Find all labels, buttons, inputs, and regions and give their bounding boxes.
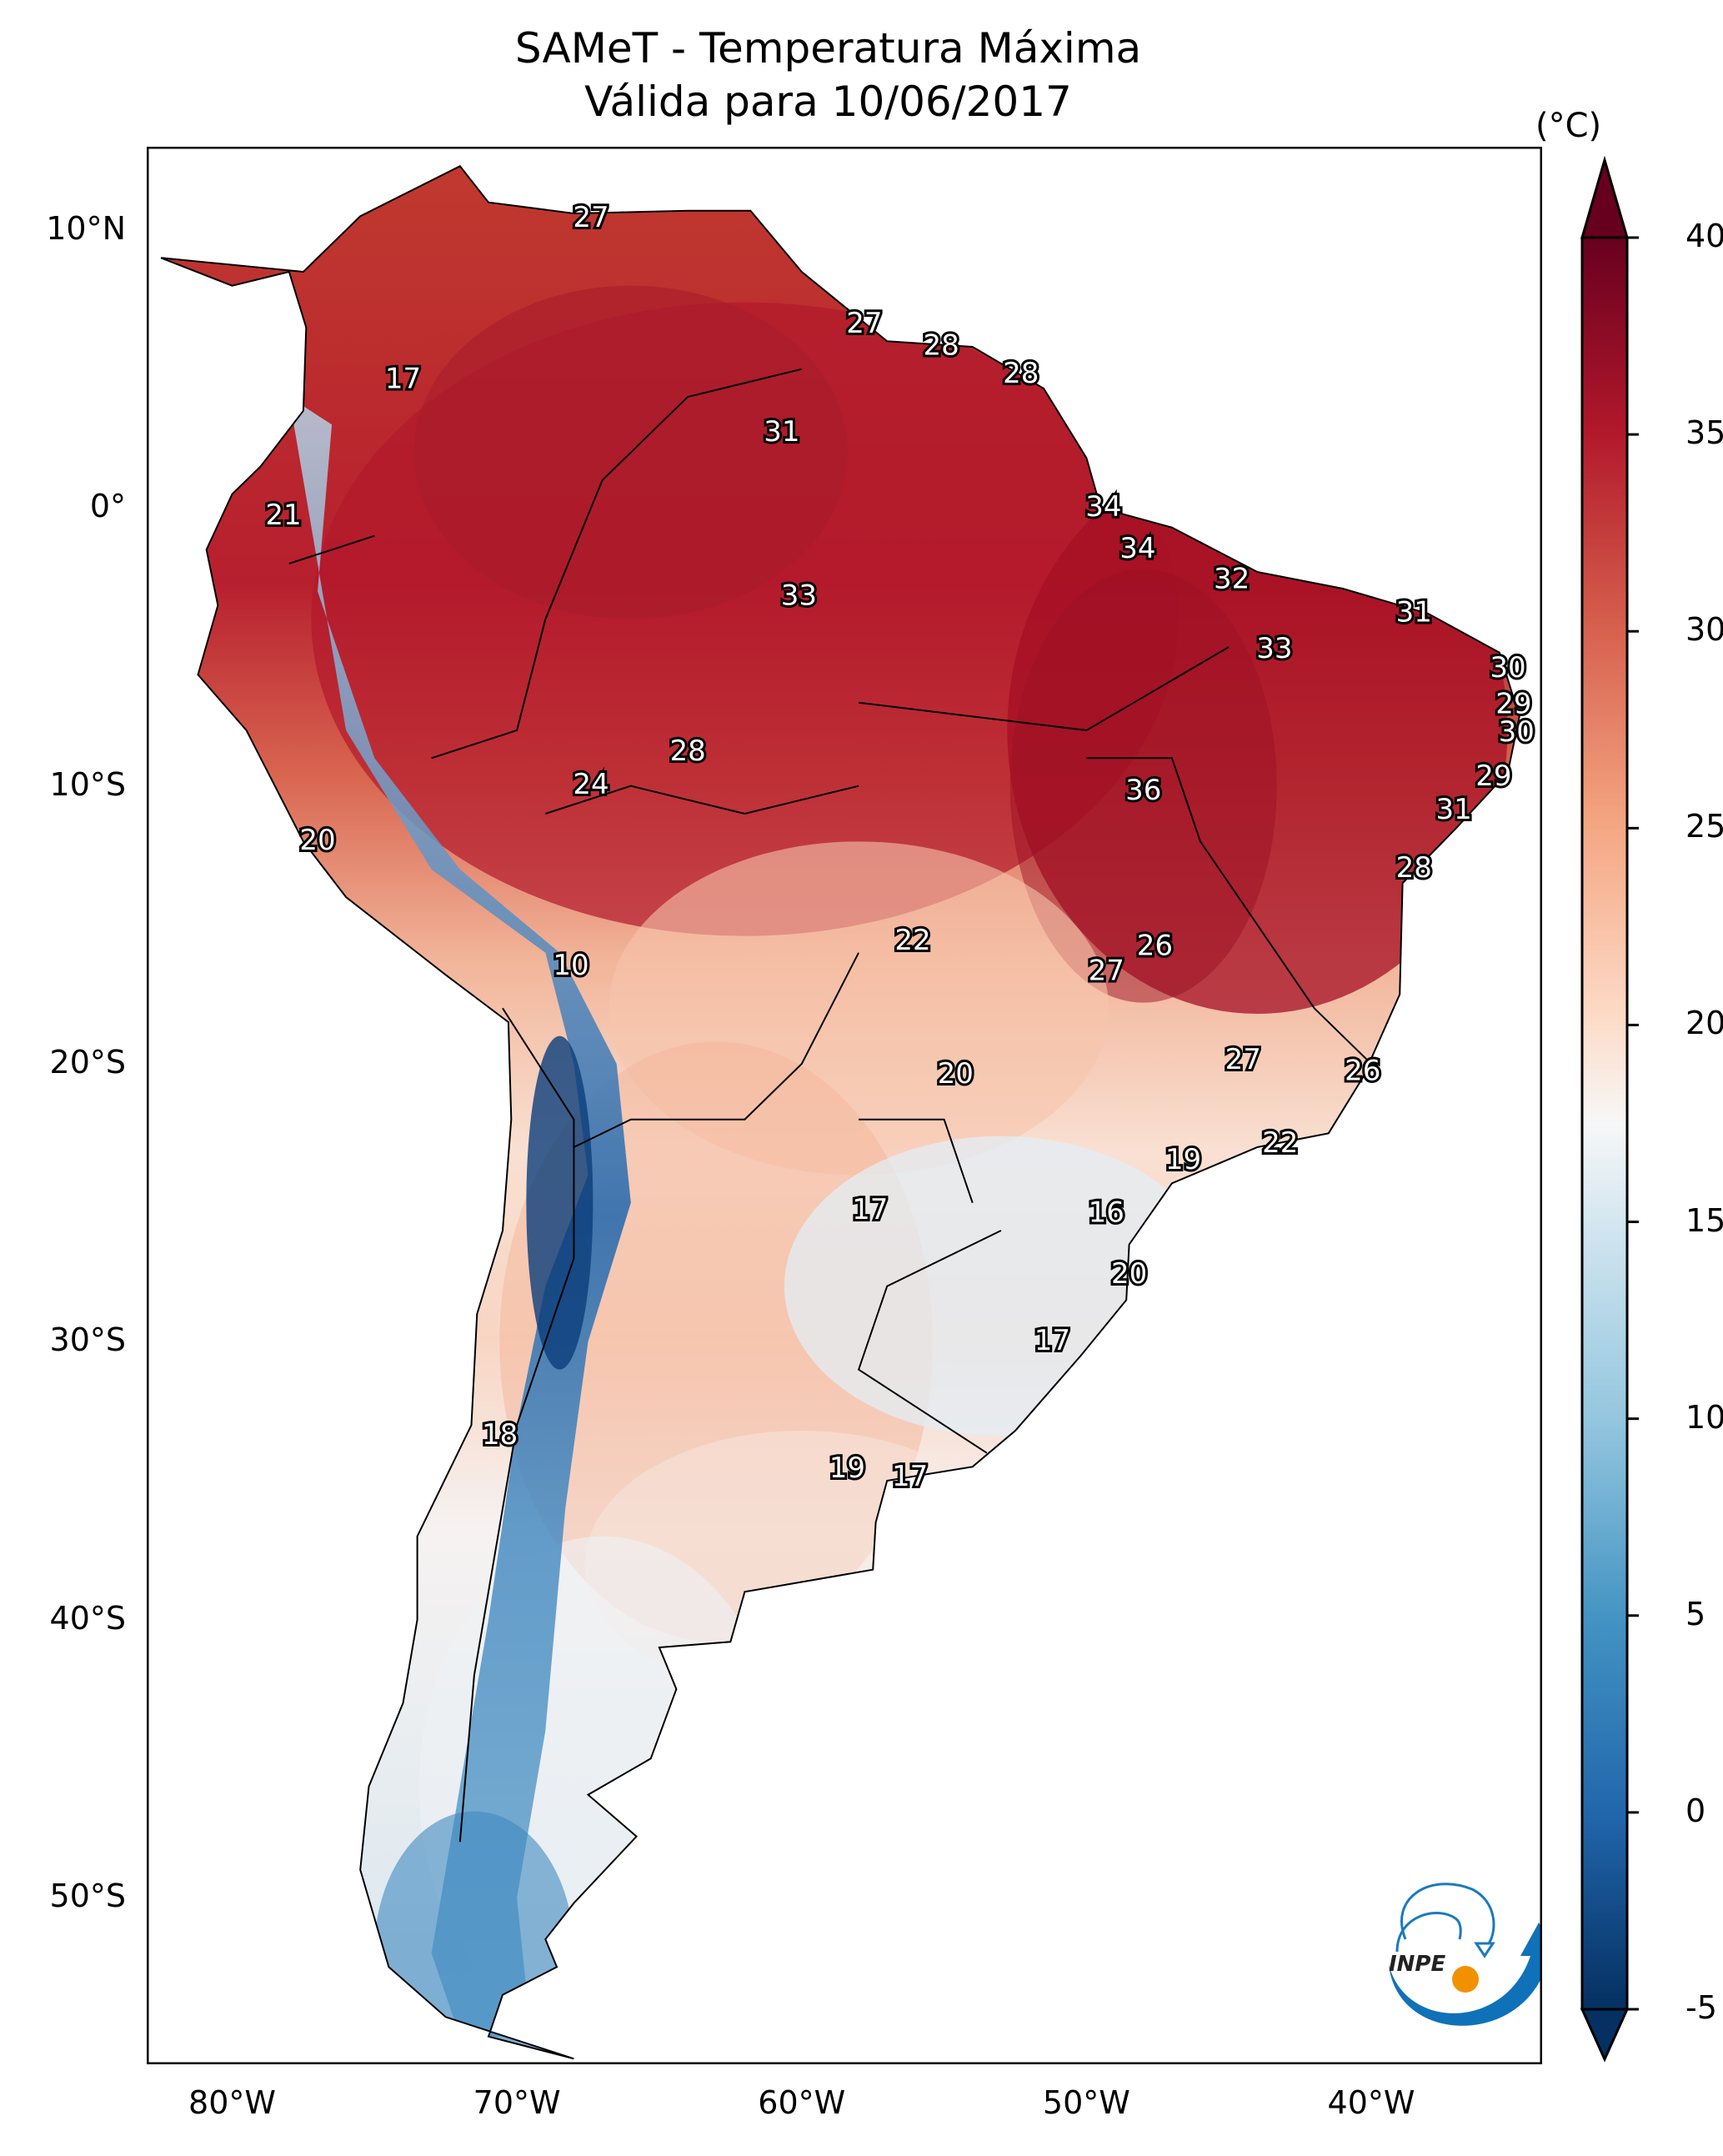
colorbar-tick-label: 30 [1685,611,1723,649]
station-label: 30 [1499,715,1535,749]
colorbar-unit: (°C) [1535,107,1602,145]
altiplano-cold-core [526,1035,594,1370]
border-line [458,1007,575,1843]
coastline [160,165,1520,2060]
colorbar-tick-label: 15 [1685,1201,1723,1239]
station-label: 21 [265,499,301,532]
colorbar-max-extend [1580,155,1629,239]
logo-text: INPE [1389,1952,1445,1977]
border-line [544,785,859,815]
station-label: 28 [669,735,705,768]
station-label: 34 [1085,490,1121,524]
lon-tick-label: 50°W [1042,2084,1130,2121]
colorbar [1580,155,1639,2063]
station-label: 27 [573,201,609,234]
plot-frame [147,147,1542,2064]
colorbar-tick-label: 5 [1685,1595,1706,1632]
lat-tick-label: 30°S [49,1321,126,1359]
station-label: 33 [1256,632,1292,665]
station-label: 20 [1111,1257,1147,1291]
station-label: 26 [1137,930,1173,963]
border-line [431,479,604,760]
colorbar-tick-label: -5 [1685,1989,1717,2026]
colorbar-tick-label: 25 [1685,808,1723,845]
station-label: 17 [1034,1324,1070,1357]
station-label: 28 [1396,851,1432,885]
station-label: 28 [1003,357,1039,390]
logo-arc-inner [1395,1912,1462,1953]
station-label: 27 [846,307,882,340]
lat-tick-label: 0° [89,488,126,525]
logo-arrow [1389,1923,1542,2026]
station-label: 16 [1089,1196,1124,1230]
station-label: 29 [1475,760,1511,793]
station-label: 33 [781,579,817,613]
inpe-logo: INPE [1389,1883,1542,2026]
temperature-region [1009,569,1277,1003]
station-label: 17 [852,1193,888,1226]
lat-tick-label: 10°S [49,765,126,803]
lat-tick-label: 10°N [46,210,126,247]
station-label: 31 [1396,596,1432,629]
station-label: 30 [1490,651,1525,684]
andes-cold-band [288,397,631,2037]
border-line [288,534,375,564]
station-label: 20 [299,824,335,857]
lon-tick-label: 70°W [473,2084,561,2121]
border-line [857,1230,1002,1454]
station-label: 31 [1435,793,1471,826]
station-label: 19 [1165,1143,1201,1176]
border-line [1086,757,1372,1065]
station-label: 22 [894,924,930,957]
station-label: 18 [482,1418,518,1452]
station-label: 20 [938,1057,974,1091]
logo-sun [1452,1966,1479,1993]
lon-tick-label: 40°W [1327,2084,1415,2121]
lon-tick-label: 80°W [188,2084,276,2121]
logo-arc-outer [1400,1883,1495,1944]
lon-tick-label: 60°W [758,2084,846,2121]
station-label: 19 [829,1452,865,1485]
station-label: 17 [892,1460,928,1493]
station-label: 29 [1495,688,1531,721]
colorbar-gradient [1580,236,1629,2011]
colorbar-min-extend [1580,2008,1630,2063]
chart-subtitle: Válida para 10/06/2017 [584,78,1072,126]
country-borders [160,165,1520,2060]
lat-tick-label: 40°S [49,1599,126,1637]
colorbar-tick-label: 40 [1685,218,1723,254]
station-label: 10 [553,949,589,982]
lat-tick-label: 50°S [49,1878,126,1914]
colorbar-tick-label: 0 [1685,1792,1706,1829]
station-label: 28 [924,329,959,363]
border-line [573,952,859,1148]
station-label: 31 [764,415,799,449]
colorbar-tick-label: 20 [1685,1005,1723,1042]
station-label: 32 [1214,563,1250,596]
station-label: 22 [1262,1126,1298,1160]
lat-tick-label: 20°S [49,1044,126,1081]
station-label: 24 [573,768,609,801]
station-label: 27 [1225,1043,1261,1076]
station-label: 27 [1089,955,1124,988]
border-line [601,368,803,481]
chart-title: SAMeT - Temperatura Máxima [514,24,1142,73]
border-line [859,1118,974,1204]
station-label: 26 [1345,1055,1380,1088]
station-label: 17 [385,363,421,396]
colorbar-tick-label: 10 [1685,1398,1723,1436]
border-line [858,646,1230,732]
station-label: 36 [1125,774,1161,807]
colorbar-tick-label: 35 [1685,414,1723,452]
station-label: 34 [1119,532,1155,565]
